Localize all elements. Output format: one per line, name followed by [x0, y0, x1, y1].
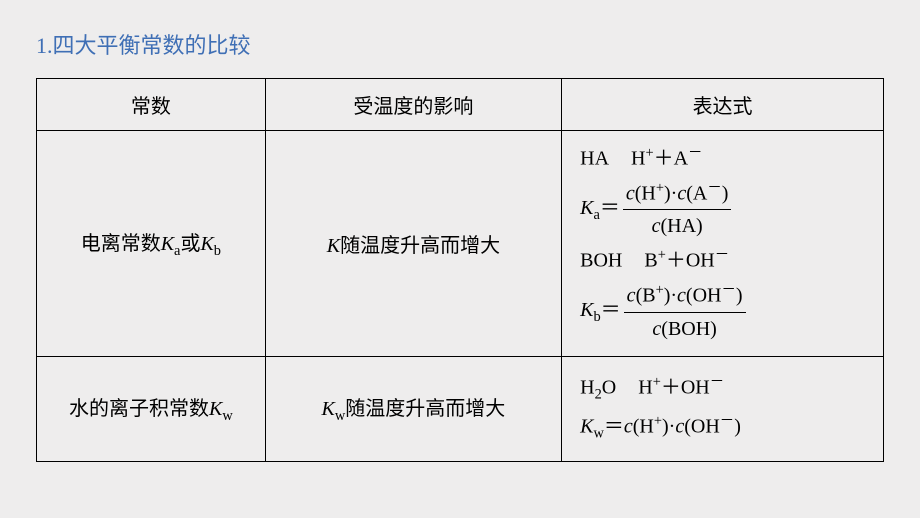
comparison-table: 常数 受温度的影响 表达式 电离常数Ka或Kb K随温度升高而增大 HAH+＋A… [36, 78, 884, 462]
cell-constant-water: 水的离子积常数Kw [37, 356, 266, 461]
col-header-expression: 表达式 [562, 79, 884, 131]
table-header-row: 常数 受温度的影响 表达式 [37, 79, 884, 131]
cell-expression-water: H2OH+＋OH－ Kw＝c(H+)·c(OH－) [562, 356, 884, 461]
cell-effect-ionization: K随温度升高而增大 [265, 131, 561, 357]
page-title: 1.四大平衡常数的比较 [36, 28, 884, 60]
cell-constant-ionization: 电离常数Ka或Kb [37, 131, 266, 357]
cell-effect-water: Kw随温度升高而增大 [265, 356, 561, 461]
cell-expression-ionization: HAH+＋A－ Ka＝ c(H+)·c(A－) c(HA) BOHB+＋OH－ … [562, 131, 884, 357]
table-row: 电离常数Ka或Kb K随温度升高而增大 HAH+＋A－ Ka＝ c(H+)·c(… [37, 131, 884, 357]
col-header-effect: 受温度的影响 [265, 79, 561, 131]
col-header-constant: 常数 [37, 79, 266, 131]
table-row: 水的离子积常数Kw Kw随温度升高而增大 H2OH+＋OH－ Kw＝c(H+)·… [37, 356, 884, 461]
